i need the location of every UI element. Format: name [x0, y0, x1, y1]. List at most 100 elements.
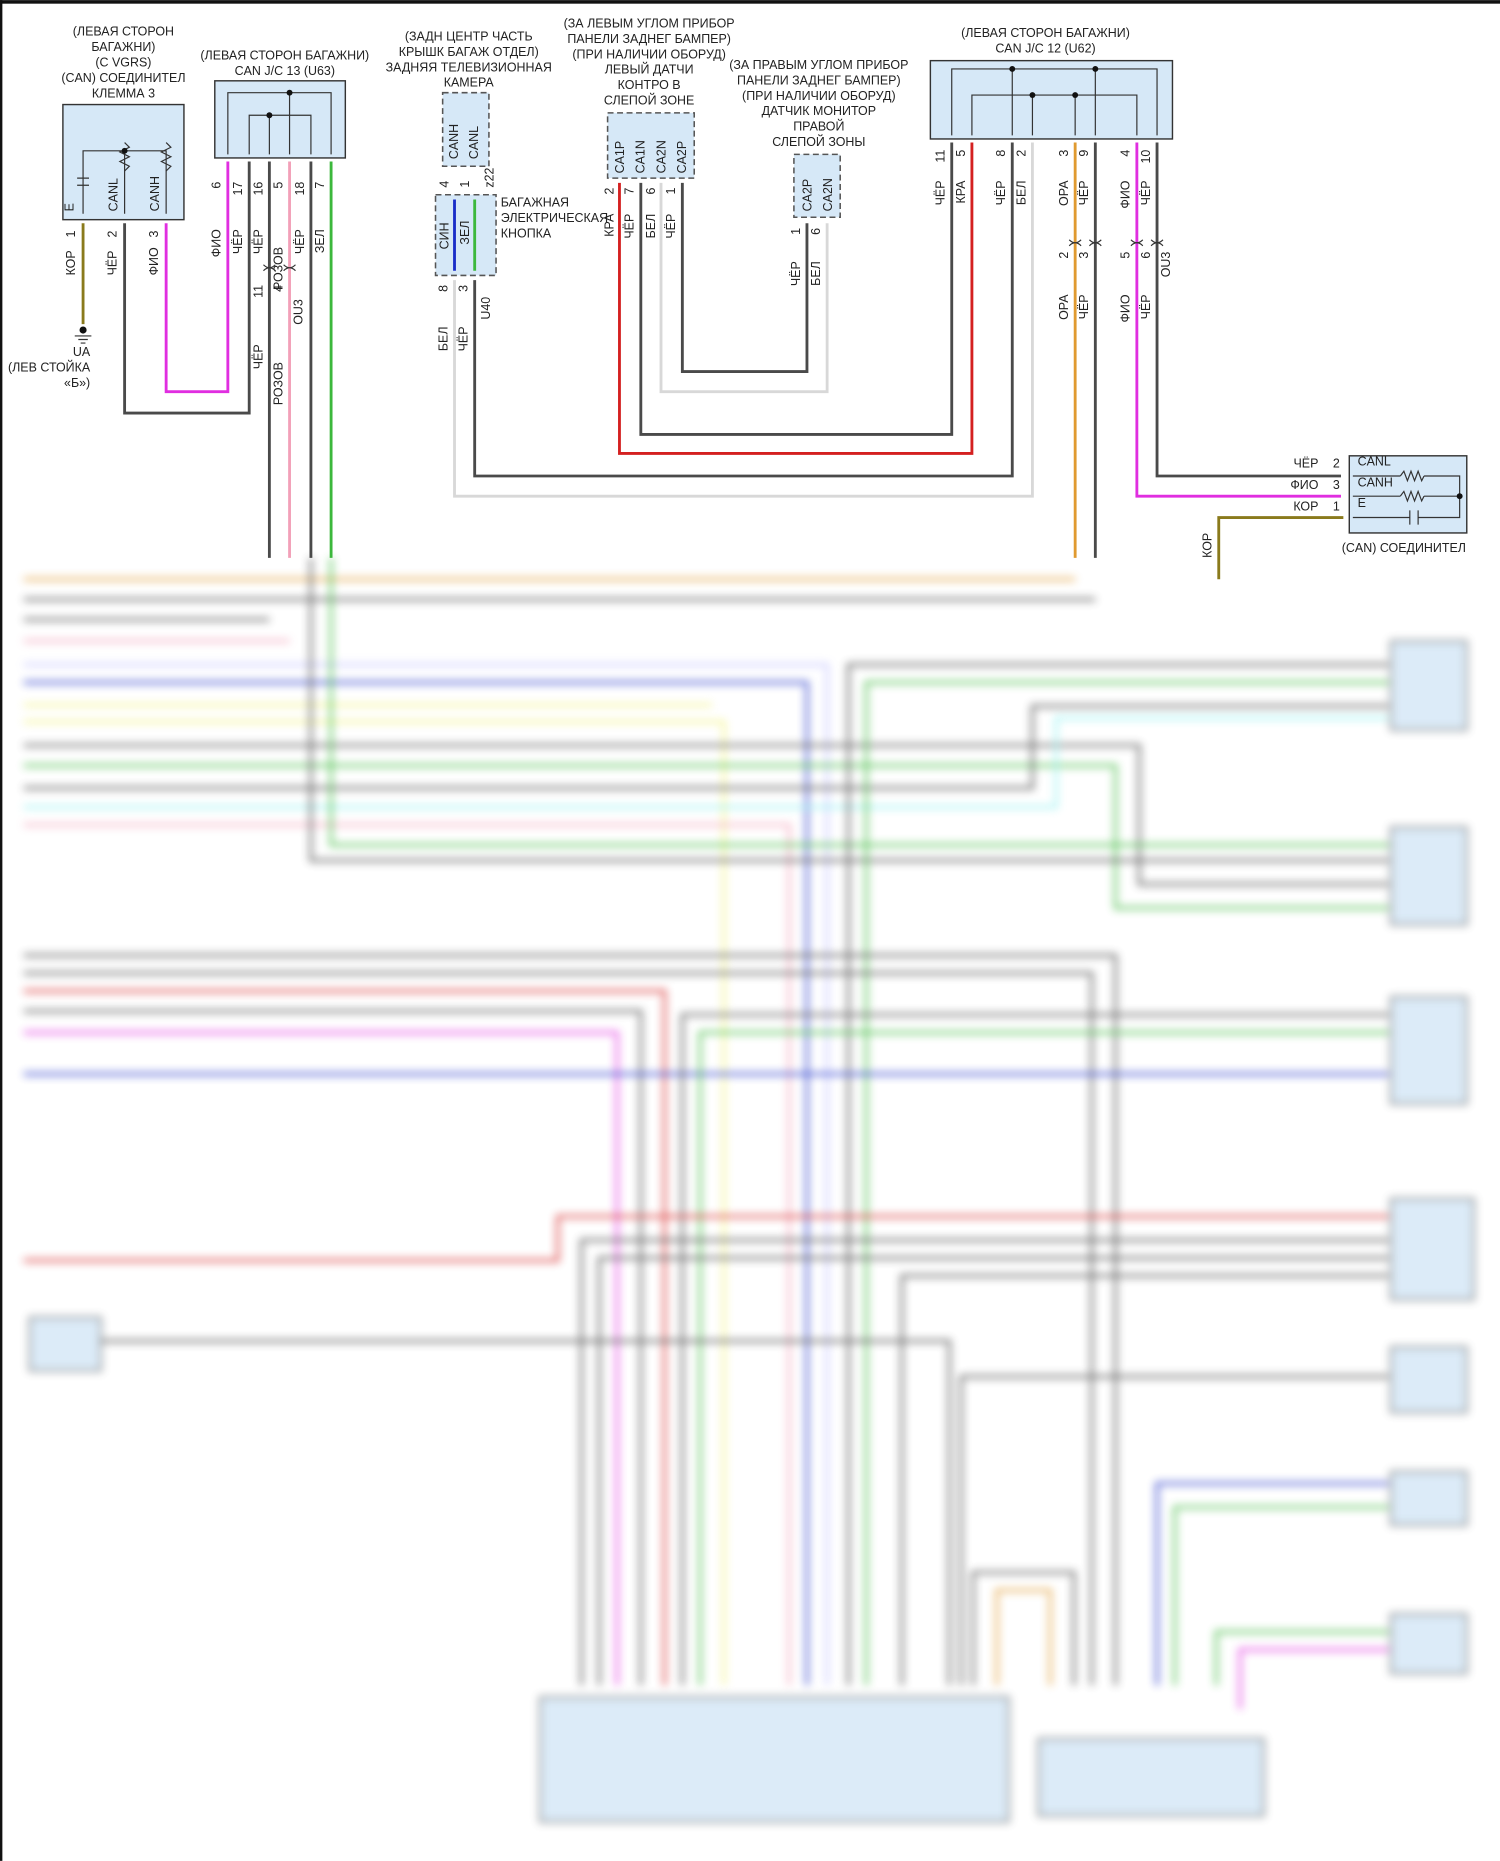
title-line: ЭЛЕКТРИЧЕСКАЯ [501, 211, 608, 225]
wire-color-label: ОРА [1057, 294, 1071, 320]
pin-label: CA2P [675, 141, 689, 174]
connector-id: OU3 [1159, 252, 1173, 278]
pin-label: CANL [467, 126, 481, 159]
title-line: CAN J/C 13 (U63) [235, 64, 335, 78]
pin-number: 5 [1119, 252, 1133, 259]
title-line: (ЗАДН ЦЕНТР ЧАСТЬ [405, 29, 533, 43]
pin-label: CA1N [633, 140, 647, 173]
pin-number: 5 [271, 182, 285, 189]
pin-number: 2 [603, 188, 617, 195]
wire-color-label: БЕЛ [436, 326, 450, 351]
wire-color-label: ЧЁР [457, 326, 471, 351]
pin-number: 1 [789, 228, 803, 235]
pin-label: CANL [106, 178, 120, 211]
connector-box [793, 153, 841, 219]
title-line: КАМЕРА [444, 76, 495, 90]
pin-number: 3 [147, 230, 161, 237]
title-line: КЛЕММА 3 [92, 86, 155, 100]
title-line: ПАНЕЛИ ЗАДНЕГ БАМПЕР) [737, 73, 901, 87]
connector-id: OU3 [292, 299, 306, 325]
wire-color-label: БЕЛ [809, 261, 823, 286]
pin-label: CA1P [613, 141, 627, 174]
blurred-lower-diagram [23, 557, 1475, 1823]
ground-icon [74, 326, 92, 344]
right-blind-spot-sensor: (ЗА ПРАВЫМ УГЛОМ ПРИБОР ПАНЕЛИ ЗАДНЕГ БА… [729, 58, 908, 286]
title-line: (ПРИ НАЛИЧИИ ОБОРУД) [742, 89, 896, 103]
pin-number: 3 [1057, 150, 1071, 157]
pin-number: 2 [1057, 252, 1071, 259]
wire-color-label: ФИО [1119, 180, 1133, 208]
wire-bel [453, 142, 1034, 498]
wire-color-label: КОР [1201, 533, 1215, 558]
wire-color-label: КРА [603, 213, 617, 237]
title-line: (ЛЕВАЯ СТОРОН БАГАЖНИ) [200, 48, 369, 62]
wire-color-label: БЕЛ [1014, 181, 1028, 206]
pin-number: 10 [1139, 150, 1153, 164]
pin-number: 7 [623, 188, 637, 195]
wire-color-label: ЧЁР [231, 229, 245, 254]
pin-number: 6 [809, 228, 823, 235]
pin-number: 6 [210, 182, 224, 189]
wire-fio [164, 161, 230, 394]
title-line: БАГАЖНАЯ [501, 196, 569, 210]
connector-box [441, 91, 490, 168]
wire-color-label: ЧЁР [623, 214, 637, 239]
pin-number: 17 [231, 182, 245, 196]
title-line: КОНТРО В [618, 78, 681, 92]
pin-number: 2 [1333, 457, 1340, 471]
pin-number: 18 [293, 182, 307, 196]
wire-color-label: ФИО [147, 247, 161, 275]
inline-connector [1068, 239, 1164, 247]
pin-number: 1 [64, 230, 78, 237]
connector-id: z22 [483, 167, 497, 187]
can-jc-12: (ЛЕВАЯ СТОРОН БАГАЖНИ) CAN J/C 12 (U62) … [929, 26, 1174, 323]
pin-label: CA2N [821, 178, 835, 211]
title-line: (ЛЕВАЯ СТОРОН БАГАЖНИ) [961, 26, 1130, 40]
wire-color-label: ФИО [1119, 294, 1133, 322]
wire-kra [618, 142, 974, 455]
wire-color-label: ЧЁР [1139, 294, 1153, 319]
resistor-icon [118, 142, 173, 172]
can-connector-left: (ЛЕВАЯ СТОРОН БАГАЖНИ) (C VGRS) (CAN) СО… [61, 25, 185, 276]
junction-dot [121, 147, 128, 154]
wire-color-label: ОРА [1057, 180, 1071, 206]
title-line: ЛЕВЫЙ ДАТЧИ [605, 62, 694, 77]
wire-color-label: РОЗОВ [271, 362, 285, 405]
internal-bus [227, 92, 332, 155]
connector-box [929, 59, 1174, 140]
title-line: (ЛЕВАЯ СТОРОН [73, 25, 174, 39]
title-line: КРЫШК БАГАЖ ОТДЕЛ) [399, 45, 539, 59]
wire-color-label: ФИО [210, 229, 224, 257]
wire-color-label: ЧЁР [934, 181, 948, 206]
pin-label: CANH [447, 124, 461, 159]
pin-number: 16 [251, 182, 265, 196]
title-line: (CAN) СОЕДИНИТЕЛ [61, 71, 185, 85]
frame-top [0, 0, 1500, 4]
pin-number: 9 [1077, 150, 1091, 157]
pin-label: CA2P [801, 179, 815, 212]
title-line: (C VGRS) [95, 56, 151, 70]
wire-cher [680, 182, 809, 373]
wire-fio [1135, 142, 1341, 498]
wire-color-label: ЧЁР [293, 229, 307, 254]
title-line: СЛЕПОЙ ЗОНЕ [604, 93, 694, 108]
wire-color-label: ЧЁР [251, 344, 265, 369]
pin-number: 4 [438, 181, 452, 188]
pin-number: 3 [1077, 252, 1091, 259]
connector-title: (CAN) СОЕДИНИТЕЛ [1342, 541, 1466, 555]
pin-number: 1 [458, 181, 472, 188]
pin-number: 6 [644, 188, 658, 195]
pin-number: 8 [994, 150, 1008, 157]
title-line: ПРАВОЙ [793, 119, 844, 134]
wire-color-label: ЧЁР [664, 214, 678, 239]
internal-bus [951, 68, 1158, 136]
pin-number: 11 [934, 150, 948, 163]
wire-color-label: ЗЕЛ [313, 229, 327, 253]
connector-box [1348, 455, 1468, 534]
pin-label: E [1358, 496, 1366, 510]
pin-number: 8 [436, 285, 450, 292]
pin-number: 4 [271, 285, 285, 292]
wire-color-label: ЧЁР [105, 251, 119, 276]
wire-cher [639, 142, 954, 436]
